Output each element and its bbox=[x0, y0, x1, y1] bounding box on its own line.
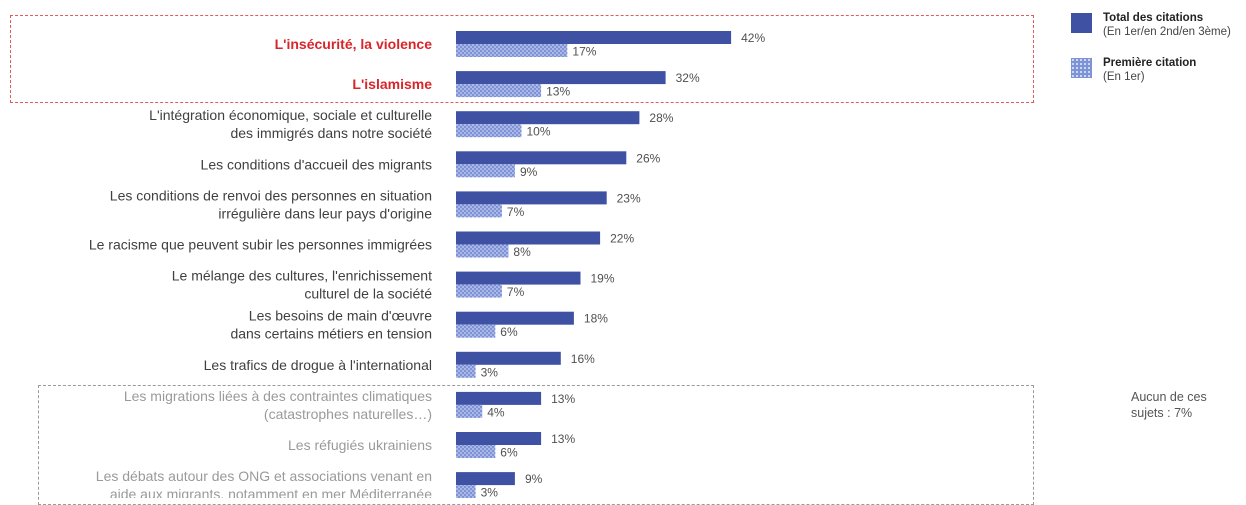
bar-total bbox=[456, 231, 601, 245]
legend-label-total: Total des citations bbox=[1103, 12, 1204, 24]
bar-first bbox=[456, 485, 476, 498]
bar-first bbox=[456, 84, 542, 98]
value-label-total: 13% bbox=[551, 392, 575, 406]
bar-first bbox=[456, 404, 483, 418]
legend-label-first: Première citation bbox=[1103, 57, 1197, 69]
value-label-total: 18% bbox=[584, 312, 608, 326]
value-label-first: 8% bbox=[513, 245, 531, 259]
bar-total bbox=[456, 351, 561, 365]
highlight-frame bbox=[10, 15, 1034, 103]
bar-total bbox=[456, 31, 732, 44]
value-label-first: 13% bbox=[546, 85, 570, 99]
value-label-first: 9% bbox=[520, 165, 538, 179]
value-label-total: 19% bbox=[591, 272, 615, 286]
value-label-total: 26% bbox=[636, 151, 660, 165]
value-label-total: 13% bbox=[551, 432, 575, 446]
category-label: Les migrations liées à des contraintes c… bbox=[124, 388, 432, 422]
bar-total bbox=[456, 432, 542, 445]
bar-total bbox=[456, 311, 574, 325]
bar-total bbox=[456, 472, 515, 486]
value-label-first: 7% bbox=[507, 285, 525, 299]
value-label-first: 7% bbox=[507, 205, 525, 219]
value-label-total: 23% bbox=[617, 191, 641, 205]
category-label: Les besoins de main d'œuvre dans certains… bbox=[230, 308, 432, 342]
bar-first bbox=[456, 244, 509, 258]
category-labels: L'insécurité, la violence L'islamisme L'in… bbox=[89, 36, 432, 498]
legend-swatch-first bbox=[1071, 58, 1092, 78]
bar-first bbox=[456, 164, 515, 178]
bar-first bbox=[456, 445, 496, 458]
none-of-these-note: Aucun de ces sujets : 7% bbox=[1131, 390, 1207, 420]
category-label: Les conditions de renvoi des personnes e… bbox=[110, 187, 432, 221]
bars bbox=[456, 31, 732, 498]
value-label-first: 3% bbox=[481, 486, 499, 498]
value-label-total: 16% bbox=[571, 352, 595, 366]
category-label: Le mélange des cultures, l'enrichissemen… bbox=[172, 268, 432, 302]
bar-total bbox=[456, 71, 666, 85]
value-label-total: 32% bbox=[676, 71, 700, 85]
value-label-first: 10% bbox=[527, 125, 551, 139]
value-labels: 42% 17% 32% 13% 28% 10% 26% 9% 23% 7% 22% 8% 19% 7% 18… bbox=[481, 31, 766, 498]
bar-first bbox=[456, 284, 502, 298]
bar-total bbox=[456, 271, 581, 285]
category-label: Les conditions d'accueil des migrants bbox=[201, 156, 432, 172]
legend-sub-first: (En 1er) bbox=[1103, 71, 1145, 83]
bar-first bbox=[456, 204, 502, 218]
value-label-total: 28% bbox=[649, 111, 673, 125]
category-label: Les réfugiés ukrainiens bbox=[288, 437, 432, 453]
category-label: L'islamisme bbox=[352, 76, 432, 92]
value-label-first: 6% bbox=[500, 325, 518, 339]
bar-total bbox=[456, 151, 627, 165]
bar-total bbox=[456, 191, 607, 205]
bar-first bbox=[456, 124, 522, 138]
bar-total bbox=[456, 391, 542, 405]
category-label: L'insécurité, la violence bbox=[275, 36, 433, 52]
category-label: Le racisme que peuvent subir les personn… bbox=[89, 237, 432, 253]
value-label-total: 9% bbox=[525, 472, 543, 486]
value-label-total: 42% bbox=[741, 31, 765, 45]
value-label-total: 22% bbox=[610, 232, 634, 246]
category-label: Les débats autour des ONG et association… bbox=[96, 468, 432, 498]
bar-first bbox=[456, 324, 496, 338]
muted-frame bbox=[38, 385, 1034, 505]
value-label-first: 6% bbox=[500, 446, 518, 460]
legend-swatch-total bbox=[1071, 13, 1092, 33]
value-label-first: 3% bbox=[481, 365, 499, 379]
bar-total bbox=[456, 111, 640, 125]
bar-first bbox=[456, 44, 568, 57]
category-label: L'intégration économique, sociale et cul… bbox=[149, 107, 432, 141]
legend-sub-total: (En 1er/en 2nd/en 3ème) bbox=[1103, 26, 1231, 38]
value-label-first: 17% bbox=[572, 45, 596, 59]
bar-first bbox=[456, 364, 476, 378]
value-label-first: 4% bbox=[487, 405, 505, 419]
category-label: Les trafics de drogue à l'international bbox=[204, 357, 432, 373]
